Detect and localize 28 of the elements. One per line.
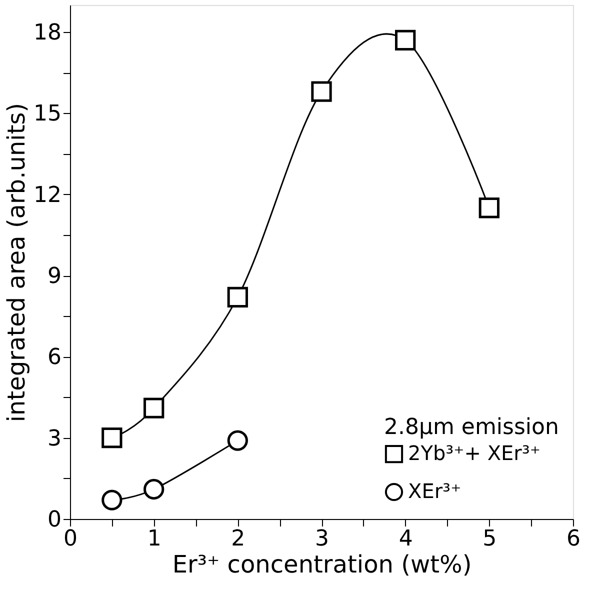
- point: [144, 398, 164, 418]
- y-tick-label: 0: [48, 508, 62, 532]
- y-tick-label: 3: [48, 426, 62, 452]
- point: [102, 490, 122, 510]
- point: [144, 478, 164, 500]
- legend-label: 2Yb³⁺+ XEr³⁺: [408, 441, 540, 465]
- x-tick-label: 6: [566, 526, 580, 552]
- y-tick-label: 15: [34, 102, 62, 127]
- y-tick-label: 6: [48, 345, 62, 370]
- point: [395, 30, 416, 50]
- y-tick-label: 12: [34, 182, 62, 208]
- x-tick-label: 1: [147, 526, 162, 552]
- legend-label: XEr³⁺: [408, 479, 462, 503]
- x-axis-title: Er³⁺ concentration (wt%): [172, 550, 472, 578]
- y-tick-label: 9: [48, 264, 62, 290]
- x-tick-label: 3: [315, 526, 329, 552]
- x-tick-label: 4: [398, 526, 413, 552]
- point: [478, 198, 500, 218]
- x-tick-label: 5: [482, 526, 497, 552]
- y-tick-label: 18: [34, 20, 62, 46]
- point: [311, 81, 332, 102]
- point: [227, 286, 248, 308]
- legend-title: 2.8μm emission: [384, 415, 559, 440]
- point: [227, 430, 248, 451]
- point: [102, 428, 122, 448]
- x-tick-label: 0: [64, 526, 78, 552]
- x-tick-label: 2: [231, 526, 246, 552]
- y-axis-title: integrated area (arb.units): [2, 102, 31, 422]
